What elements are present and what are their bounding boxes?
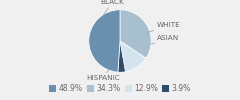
Wedge shape xyxy=(118,41,126,72)
Text: ASIAN: ASIAN xyxy=(151,35,180,44)
Text: BLACK: BLACK xyxy=(100,0,124,16)
Legend: 48.9%, 34.3%, 12.9%, 3.9%: 48.9%, 34.3%, 12.9%, 3.9% xyxy=(46,81,194,96)
Wedge shape xyxy=(89,10,120,72)
Text: WHITE: WHITE xyxy=(148,22,180,32)
Wedge shape xyxy=(120,41,146,72)
Wedge shape xyxy=(120,10,151,58)
Text: HISPANIC: HISPANIC xyxy=(86,69,120,81)
